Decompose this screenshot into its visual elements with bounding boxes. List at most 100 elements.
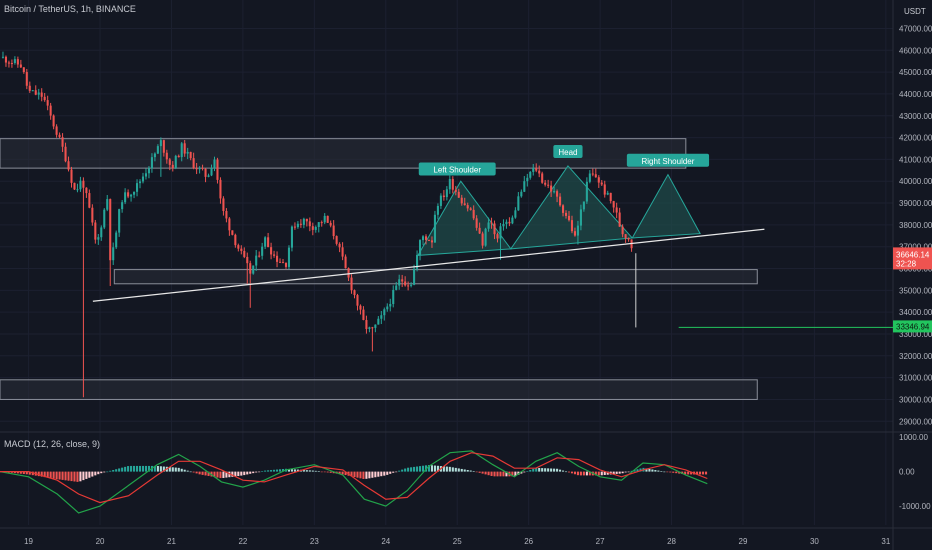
candle-body[interactable] xyxy=(52,115,55,127)
candle-body[interactable] xyxy=(150,157,153,169)
candle-body[interactable] xyxy=(213,159,216,169)
pattern-label-left-shoulder[interactable] xyxy=(418,162,496,176)
support-resistance-zone[interactable] xyxy=(113,269,758,285)
candle-body[interactable] xyxy=(267,237,270,248)
candle-body[interactable] xyxy=(326,215,329,223)
candle-body[interactable] xyxy=(404,281,407,286)
candle-body[interactable] xyxy=(112,247,115,261)
candle-body[interactable] xyxy=(70,169,73,183)
candle-body[interactable] xyxy=(210,168,213,176)
candle-body[interactable] xyxy=(472,209,475,219)
candle-body[interactable] xyxy=(82,180,85,188)
candle-body[interactable] xyxy=(296,223,299,228)
candle-body[interactable] xyxy=(582,201,585,210)
candle-body[interactable] xyxy=(37,92,40,95)
candle-body[interactable] xyxy=(564,212,568,216)
candle-body[interactable] xyxy=(389,303,392,307)
candle-body[interactable] xyxy=(91,207,94,223)
candle-body[interactable] xyxy=(544,182,547,185)
candle-body[interactable] xyxy=(383,309,386,316)
candle-body[interactable] xyxy=(287,247,291,267)
candle-body[interactable] xyxy=(335,236,338,244)
candle-body[interactable] xyxy=(228,218,231,231)
candle-body[interactable] xyxy=(559,196,562,206)
candle-body[interactable] xyxy=(371,327,374,329)
candle-body[interactable] xyxy=(573,231,576,236)
candle-body[interactable] xyxy=(442,195,445,198)
candle-body[interactable] xyxy=(225,210,228,219)
candle-body[interactable] xyxy=(28,85,31,91)
candle-body[interactable] xyxy=(514,210,517,218)
candle-body[interactable] xyxy=(612,201,615,208)
candle-body[interactable] xyxy=(490,222,493,224)
candle-body[interactable] xyxy=(124,192,127,203)
candle-body[interactable] xyxy=(281,262,285,264)
candle-body[interactable] xyxy=(243,250,246,257)
candle-body[interactable] xyxy=(359,305,362,310)
candle-body[interactable] xyxy=(25,72,28,86)
candle-body[interactable] xyxy=(627,238,630,240)
support-resistance-zone[interactable] xyxy=(0,138,687,169)
candle-body[interactable] xyxy=(273,254,276,256)
candle-body[interactable] xyxy=(16,59,19,65)
candle-body[interactable] xyxy=(451,179,454,190)
candle-body[interactable] xyxy=(481,233,484,246)
candle-body[interactable] xyxy=(1,56,5,58)
candle-body[interactable] xyxy=(410,284,413,286)
candle-body[interactable] xyxy=(579,209,582,226)
candle-body[interactable] xyxy=(43,96,46,101)
candle-body[interactable] xyxy=(532,168,535,172)
candle-body[interactable] xyxy=(374,324,377,328)
candle-body[interactable] xyxy=(419,240,422,255)
candle-body[interactable] xyxy=(162,140,165,153)
candle-body[interactable] xyxy=(240,248,243,251)
candle-body[interactable] xyxy=(561,205,565,213)
candle-body[interactable] xyxy=(600,182,603,185)
candle-body[interactable] xyxy=(553,191,556,193)
candle-body[interactable] xyxy=(115,232,118,248)
candle-body[interactable] xyxy=(130,194,133,197)
candle-body[interactable] xyxy=(460,197,463,204)
candle-body[interactable] xyxy=(407,285,410,287)
candle-body[interactable] xyxy=(261,246,264,256)
candle-body[interactable] xyxy=(40,92,43,97)
candle-body[interactable] xyxy=(79,180,82,190)
candle-body[interactable] xyxy=(276,255,279,262)
candle-body[interactable] xyxy=(183,143,186,154)
candle-body[interactable] xyxy=(177,155,180,158)
candle-body[interactable] xyxy=(424,236,428,240)
candle-body[interactable] xyxy=(138,181,142,184)
candle-body[interactable] xyxy=(34,90,37,95)
candle-body[interactable] xyxy=(341,247,344,257)
candle-body[interactable] xyxy=(454,189,457,192)
candle-body[interactable] xyxy=(567,215,571,221)
candle-body[interactable] xyxy=(517,196,520,211)
candle-body[interactable] xyxy=(165,152,168,160)
candle-body[interactable] xyxy=(67,161,70,170)
candle-body[interactable] xyxy=(106,199,109,210)
candle-body[interactable] xyxy=(550,185,553,192)
candle-body[interactable] xyxy=(171,164,174,169)
candle-body[interactable] xyxy=(350,277,353,291)
candle-body[interactable] xyxy=(499,226,502,239)
candle-body[interactable] xyxy=(591,173,594,175)
candle-body[interactable] xyxy=(597,177,600,183)
candle-body[interactable] xyxy=(457,191,460,198)
candle-body[interactable] xyxy=(398,279,401,286)
candle-body[interactable] xyxy=(368,327,371,329)
candle-body[interactable] xyxy=(401,279,404,282)
candle-body[interactable] xyxy=(49,105,52,116)
support-resistance-zone[interactable] xyxy=(0,379,758,400)
candle-body[interactable] xyxy=(511,217,514,224)
pattern-shoulder-left[interactable] xyxy=(417,180,512,256)
candle-body[interactable] xyxy=(204,168,207,177)
neckline-trendline[interactable] xyxy=(92,228,765,302)
candle-body[interactable] xyxy=(249,263,252,274)
candle-body[interactable] xyxy=(64,146,67,162)
candle-body[interactable] xyxy=(180,143,183,158)
candle-body[interactable] xyxy=(618,212,621,227)
candle-body[interactable] xyxy=(219,179,222,199)
candle-body[interactable] xyxy=(135,183,139,192)
candle-body[interactable] xyxy=(109,199,112,261)
candle-body[interactable] xyxy=(278,261,282,263)
